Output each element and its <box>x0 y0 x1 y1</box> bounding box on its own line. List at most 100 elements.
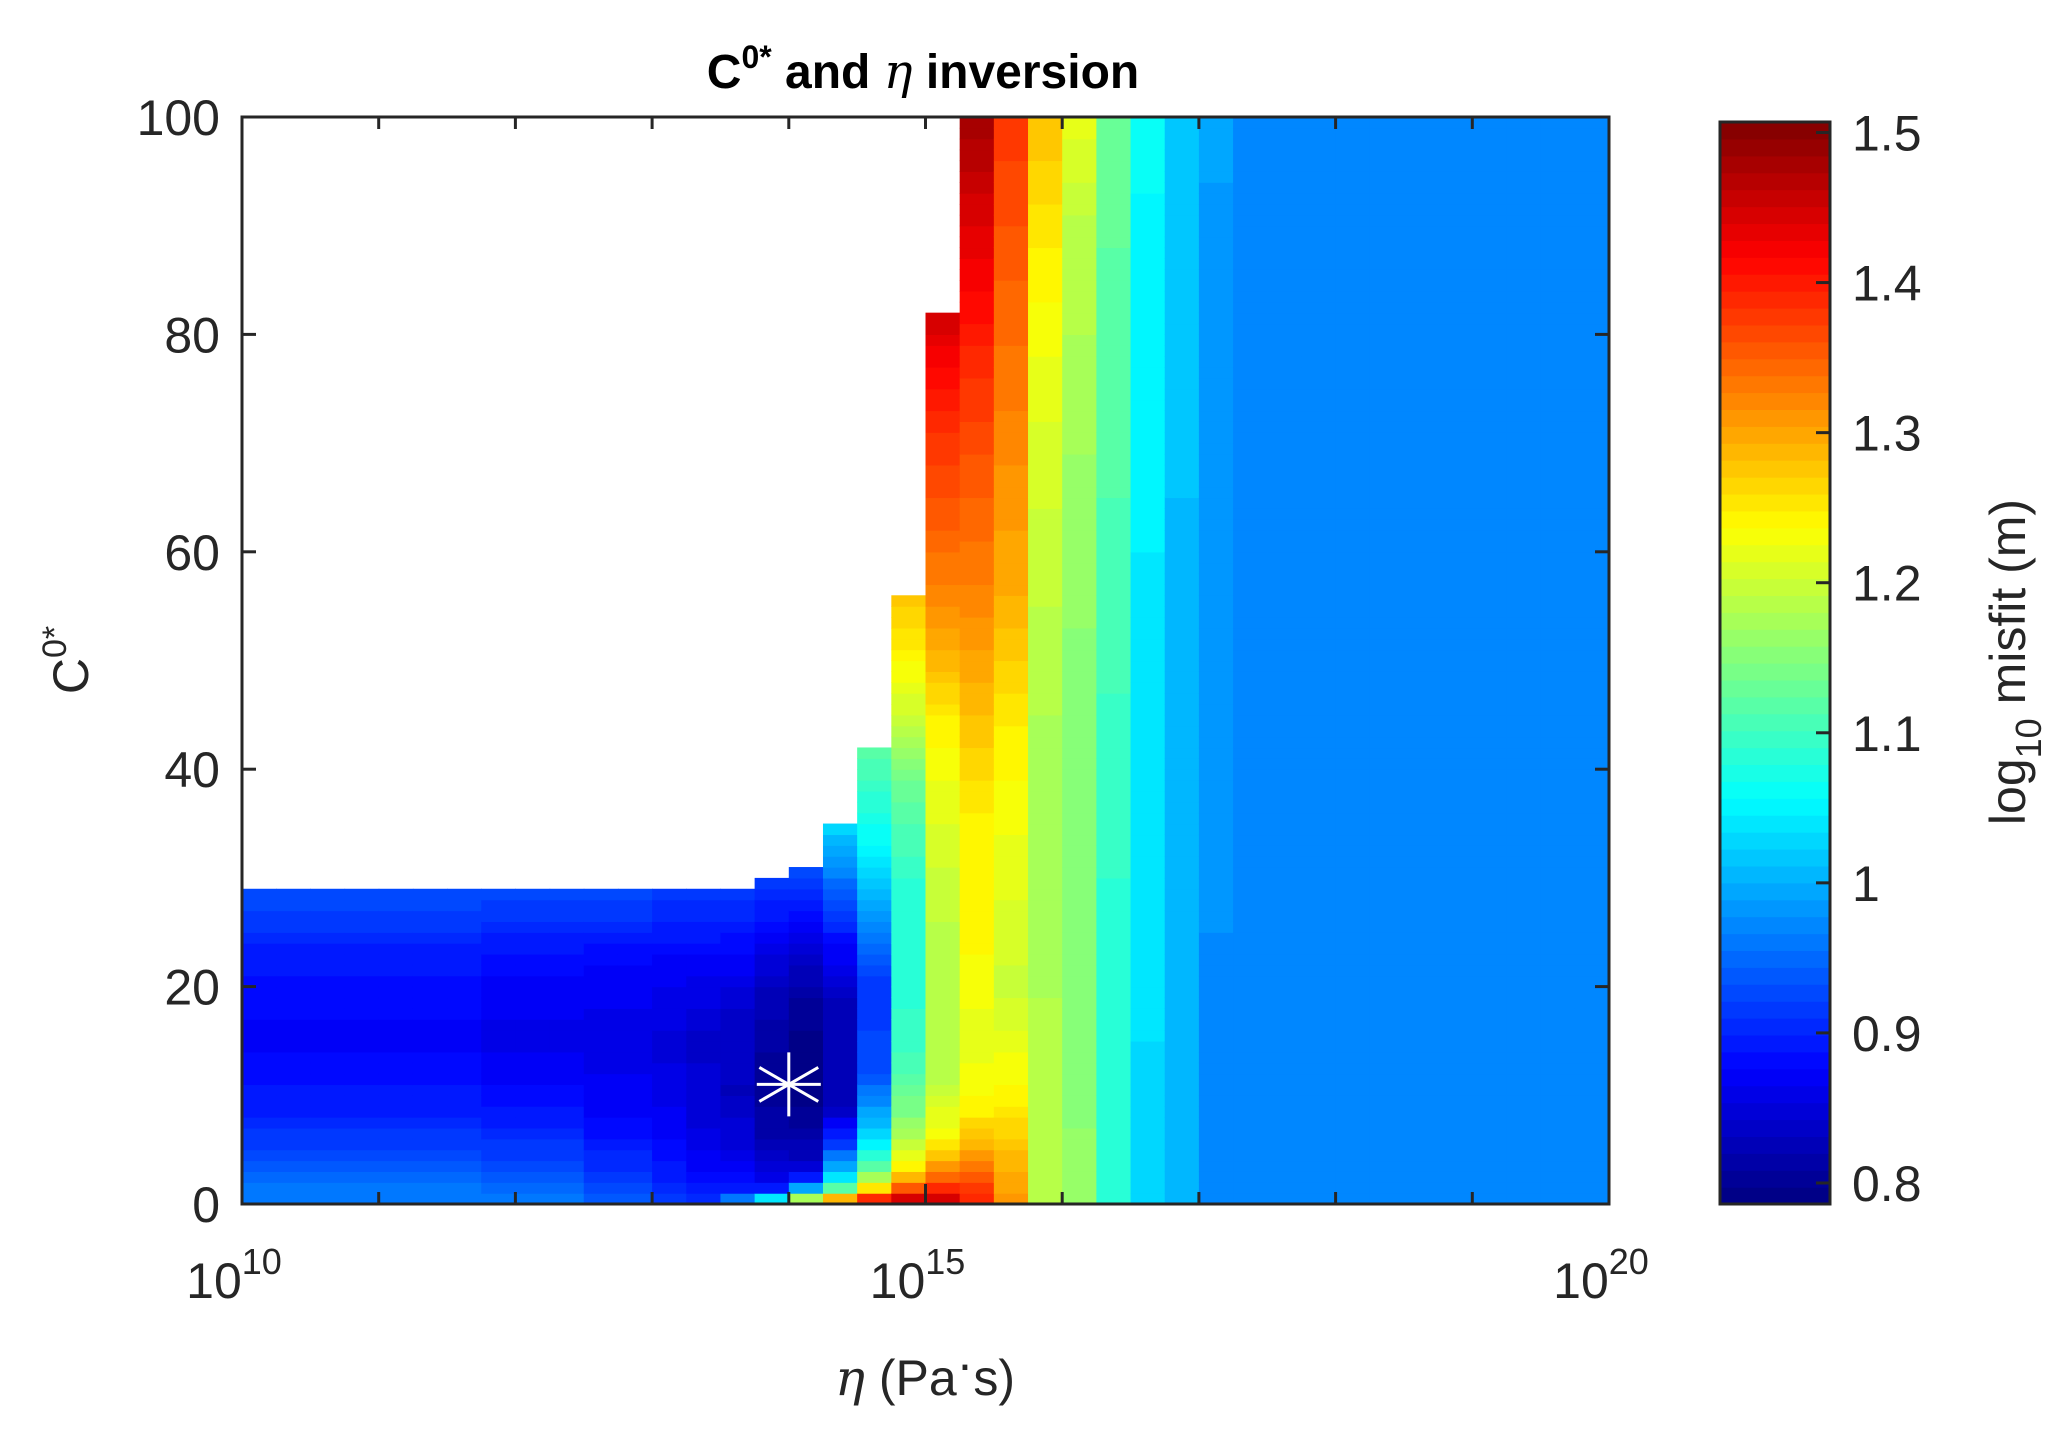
heatmap-cell <box>549 964 585 977</box>
heatmap-cell <box>1574 606 1610 618</box>
heatmap-cell <box>310 986 346 999</box>
heatmap-cell <box>1369 1160 1405 1172</box>
heatmap-cell <box>1062 1193 1097 1205</box>
heatmap-cell <box>1267 856 1303 868</box>
heatmap-cell <box>1506 399 1542 412</box>
heatmap-cell <box>1438 280 1473 292</box>
heatmap-cell <box>1233 117 1268 129</box>
heatmap-cell <box>1472 345 1508 357</box>
heatmap-cell <box>1438 1062 1473 1075</box>
heatmap-cell <box>1506 758 1542 770</box>
heatmap-cell <box>891 1138 927 1151</box>
heatmap-cell <box>1062 877 1097 890</box>
heatmap-cell <box>788 1171 824 1183</box>
heatmap-cell <box>1438 943 1473 955</box>
heatmap-cell <box>344 1160 380 1172</box>
heatmap-cell <box>1403 193 1439 205</box>
heatmap-cell <box>1096 388 1132 401</box>
heatmap-cell <box>1574 290 1610 303</box>
heatmap-cell <box>1062 790 1097 803</box>
heatmap-cell <box>1096 790 1132 803</box>
heatmap-cell <box>1506 301 1542 314</box>
heatmap-cell <box>993 812 1029 825</box>
heatmap-cell <box>1335 1008 1371 1020</box>
heatmap-cell <box>481 1193 517 1205</box>
heatmap-cell <box>378 1019 414 1031</box>
heatmap-cell <box>1574 1149 1610 1162</box>
heatmap-cell <box>1130 975 1166 988</box>
heatmap-cell <box>891 682 927 694</box>
heatmap-cell <box>1164 345 1200 357</box>
heatmap-cell <box>1062 1030 1097 1042</box>
heatmap-cell <box>549 1062 585 1075</box>
heatmap-cell <box>754 877 790 890</box>
heatmap-cell <box>1472 801 1508 814</box>
heatmap-cell <box>1403 1106 1439 1118</box>
heatmap-cell <box>857 1051 892 1064</box>
heatmap-cell <box>1267 540 1303 553</box>
heatmap-cell <box>1096 682 1132 694</box>
heatmap-cell <box>822 1127 858 1140</box>
heatmap-cell <box>1335 1051 1371 1064</box>
heatmap-cell <box>1574 1084 1610 1096</box>
heatmap-cell <box>1540 975 1576 988</box>
heatmap-cell <box>1506 1030 1542 1042</box>
heatmap-cell <box>1335 530 1371 542</box>
heatmap-cell <box>1198 899 1234 912</box>
heatmap-cell <box>1335 486 1371 499</box>
heatmap-cell <box>1335 1117 1371 1129</box>
heatmap-cell <box>276 964 311 977</box>
heatmap-cell <box>1403 453 1439 466</box>
heatmap-cell <box>1301 975 1337 988</box>
heatmap-cell <box>1335 790 1371 803</box>
heatmap-cell <box>378 910 414 922</box>
heatmap-cell <box>1403 203 1439 216</box>
heatmap-cell <box>754 1073 790 1086</box>
heatmap-cell <box>925 345 961 357</box>
heatmap-cell <box>1233 747 1268 759</box>
heatmap-cell <box>1164 584 1200 596</box>
heatmap-cell <box>1335 671 1371 683</box>
heatmap-cell <box>1335 921 1371 933</box>
heatmap-cell <box>1062 627 1097 640</box>
heatmap-cell <box>1164 888 1200 901</box>
heatmap-cell <box>1540 247 1576 259</box>
heatmap-cell <box>1096 345 1132 357</box>
heatmap-cell <box>1472 1095 1508 1107</box>
heatmap-cell <box>1540 953 1576 966</box>
heatmap-cell <box>1472 127 1508 140</box>
heatmap-cell <box>925 780 961 792</box>
heatmap-cell <box>1267 1160 1303 1172</box>
heatmap-cell <box>1369 921 1405 933</box>
heatmap-cell <box>1506 943 1542 955</box>
heatmap-cell <box>925 486 961 499</box>
heatmap-cell <box>1335 1193 1371 1205</box>
heatmap-cell <box>1438 345 1473 357</box>
heatmap-cell <box>1164 312 1200 325</box>
heatmap-cell <box>1198 497 1234 509</box>
heatmap-cell <box>1301 758 1337 770</box>
heatmap-cell <box>1403 964 1439 977</box>
heatmap-cell <box>1540 888 1576 901</box>
heatmap-cell <box>549 975 585 988</box>
heatmap-cell <box>1301 812 1337 825</box>
heatmap-cell <box>959 1051 995 1064</box>
heatmap-cell <box>1438 649 1473 662</box>
heatmap-cell <box>1028 617 1063 629</box>
heatmap-cell <box>344 975 380 988</box>
heatmap-cell <box>1096 703 1132 716</box>
heatmap-cell <box>1472 540 1508 553</box>
heatmap-cell <box>1335 1095 1371 1107</box>
heatmap-cell <box>1438 367 1473 379</box>
heatmap-cell <box>1267 899 1303 912</box>
heatmap-cell <box>959 780 995 792</box>
colorbar-swatch <box>1720 257 1830 275</box>
heatmap-cell <box>1574 117 1610 129</box>
heatmap-cell <box>1574 1051 1610 1064</box>
heatmap-cell <box>1574 943 1610 955</box>
heatmap-cell <box>1301 584 1337 596</box>
heatmap-cell <box>1267 1073 1303 1086</box>
heatmap-cell <box>1233 225 1268 238</box>
heatmap-cell <box>993 595 1029 607</box>
heatmap-cell <box>1233 497 1268 509</box>
